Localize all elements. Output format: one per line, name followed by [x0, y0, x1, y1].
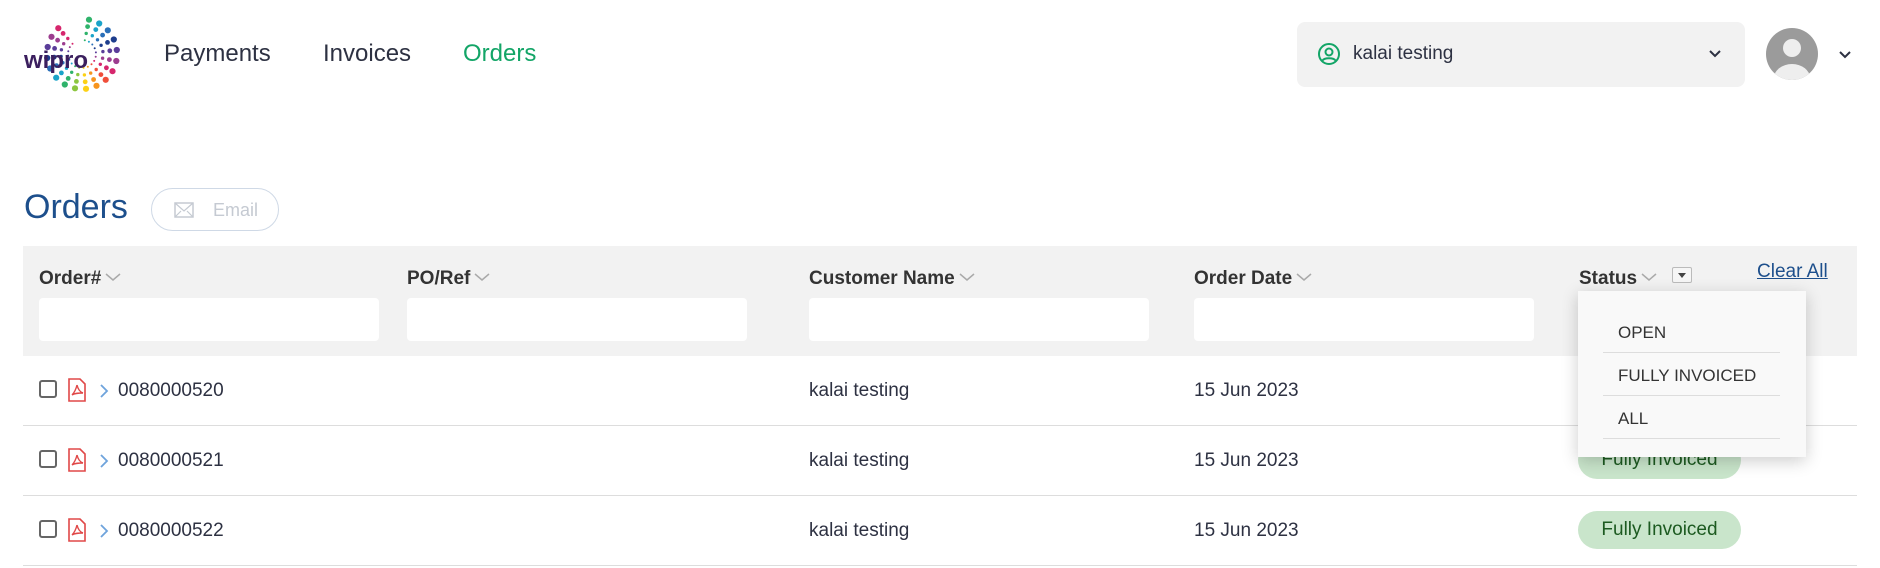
sort-chevron-icon[interactable]	[1641, 272, 1657, 282]
column-header[interactable]: Customer Name	[809, 266, 975, 290]
status-filter-toggle[interactable]	[1672, 267, 1692, 283]
expand-chevron-icon[interactable]	[99, 383, 109, 399]
column-header[interactable]: Order Date	[1194, 266, 1312, 290]
column-header-label: Status	[1579, 268, 1638, 289]
order-number[interactable]: 0080000522	[118, 520, 224, 541]
column-header-label: PO/Ref	[407, 268, 471, 289]
order-number[interactable]: 0080000520	[118, 380, 224, 401]
account-selector[interactable]: kalai testing	[1297, 22, 1745, 87]
svg-text:wipro: wipro	[23, 47, 88, 74]
column-filter-input[interactable]	[1194, 298, 1534, 341]
row-checkbox[interactable]	[39, 520, 57, 538]
nav-invoices[interactable]: Invoices	[323, 40, 412, 67]
column-filter-input[interactable]	[809, 298, 1149, 341]
order-number[interactable]: 0080000521	[118, 450, 224, 471]
pdf-icon[interactable]	[68, 448, 86, 472]
column-header[interactable]: Order#	[39, 266, 121, 290]
caret-down-icon	[1678, 273, 1686, 278]
order-date: 15 Jun 2023	[1194, 450, 1299, 471]
page-title: Orders	[24, 188, 128, 226]
sort-chevron-icon[interactable]	[105, 272, 121, 282]
account-name: kalai testing	[1353, 43, 1454, 64]
status-dropdown-menu: OPEN FULLY INVOICED ALL	[1578, 291, 1806, 457]
expand-chevron-icon[interactable]	[99, 523, 109, 539]
status-option-open[interactable]: OPEN	[1603, 310, 1780, 353]
customer-name: kalai testing	[809, 520, 910, 541]
avatar-chevron-down-icon[interactable]	[1838, 50, 1852, 60]
expand-chevron-icon[interactable]	[99, 453, 109, 469]
pdf-icon[interactable]	[68, 378, 86, 402]
column-filter-input[interactable]	[39, 298, 379, 341]
column-filter-input[interactable]	[407, 298, 747, 341]
clear-all-link[interactable]: Clear All	[1757, 261, 1828, 282]
nav-payments[interactable]: Payments	[164, 40, 271, 67]
column-header-label: Order#	[39, 268, 102, 289]
sort-chevron-icon[interactable]	[1296, 272, 1312, 282]
user-circle-icon	[1318, 43, 1340, 65]
nav-orders[interactable]: Orders	[463, 40, 537, 67]
envelope-icon	[174, 202, 194, 218]
email-label: Email	[213, 200, 259, 220]
order-date: 15 Jun 2023	[1194, 520, 1299, 541]
email-button[interactable]: Email	[151, 188, 279, 231]
chevron-down-icon	[1709, 50, 1721, 58]
wipro-logo[interactable]: wipro	[22, 16, 130, 94]
customer-name: kalai testing	[809, 450, 910, 471]
table-row: 0080000522 kalai testing 15 Jun 2023 Ful…	[23, 496, 1857, 566]
order-date: 15 Jun 2023	[1194, 380, 1299, 401]
sort-chevron-icon[interactable]	[959, 272, 975, 282]
column-header-label: Order Date	[1194, 268, 1293, 289]
column-header-label: Customer Name	[809, 268, 955, 289]
customer-name: kalai testing	[809, 380, 910, 401]
sort-chevron-icon[interactable]	[474, 272, 490, 282]
row-checkbox[interactable]	[39, 380, 57, 398]
pdf-icon[interactable]	[68, 518, 86, 542]
status-option-all[interactable]: ALL	[1603, 396, 1780, 439]
status-badge: Fully Invoiced	[1578, 511, 1741, 549]
table-row: 0080000520 kalai testing 15 Jun 2023	[23, 356, 1857, 426]
status-option-fully-invoiced[interactable]: FULLY INVOICED	[1603, 353, 1780, 396]
avatar[interactable]	[1766, 28, 1818, 80]
column-header[interactable]: Status	[1579, 266, 1657, 290]
column-header[interactable]: PO/Ref	[407, 266, 490, 290]
row-checkbox[interactable]	[39, 450, 57, 468]
